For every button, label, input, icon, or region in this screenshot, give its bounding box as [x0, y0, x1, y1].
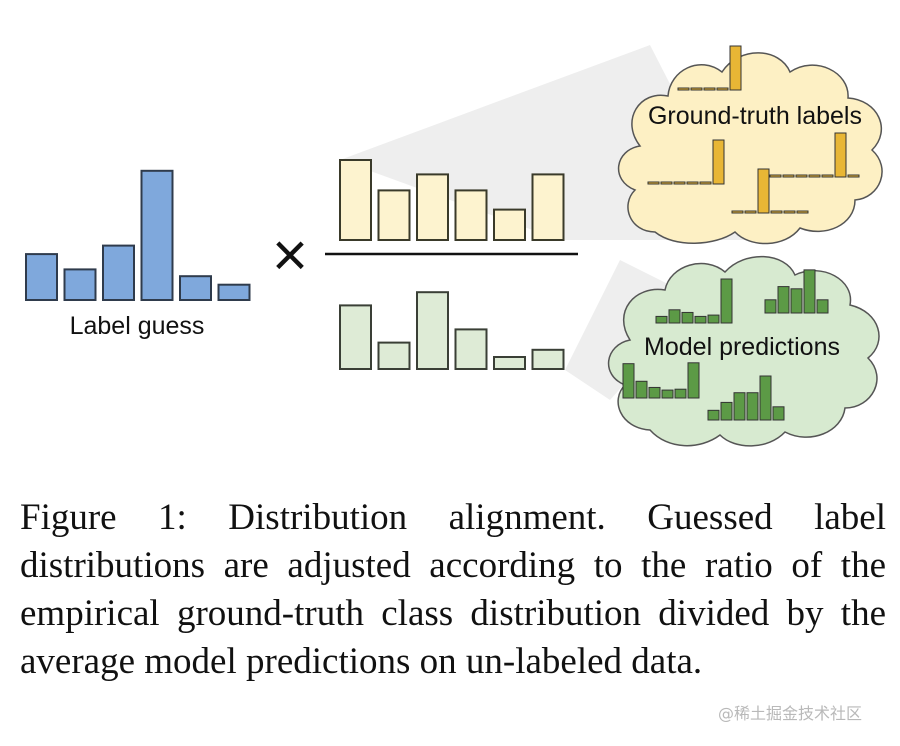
gt-sample-3-bar-4 [770, 210, 783, 214]
pred-sample-2-bar-5 [816, 299, 829, 314]
pred-sample-1-bar-4 [694, 315, 707, 324]
gt-sample-3-bar-3 [757, 168, 770, 214]
pred-sample-4-bar-5 [759, 375, 772, 421]
label-guess-bar-6 [217, 283, 251, 302]
gt-sample-4-bar-5 [821, 174, 834, 178]
pred-sample-2-bar-3 [790, 288, 803, 314]
gt-sample-1-bar-4 [716, 87, 729, 91]
gt-sample-3-bar-5 [783, 210, 796, 214]
pred-sample-2-bar-4 [803, 269, 816, 314]
figure-caption: Figure 1: Distribution alignment. Guesse… [20, 497, 886, 682]
gt-sample-1-bar-3 [703, 87, 716, 91]
gt-sample-4-bar-1 [769, 174, 782, 178]
pred-sample-4-bar-3 [733, 392, 746, 421]
pred-sample-3-bar-5 [674, 388, 687, 399]
numerator-bar-3 [416, 173, 449, 241]
denominator-bar-6 [531, 348, 565, 370]
label-guess-bar-5 [179, 275, 212, 302]
gt-sample-1-bar-5 [729, 45, 742, 91]
numerator-bar-5 [493, 208, 526, 242]
pred-sample-1-bar-2 [668, 309, 681, 324]
distribution-alignment-figure: Ground-truth labels Model predictions La… [25, 45, 883, 447]
gt-sample-1-bar-2 [690, 87, 703, 91]
gt-sample-1-bar-1 [677, 87, 690, 91]
gt-sample-3-bar-6 [796, 210, 809, 214]
model-predictions-cloud: Model predictions [608, 255, 880, 447]
pred-sample-4-bar-1 [707, 409, 720, 421]
ground-truth-label: Ground-truth labels [648, 102, 862, 130]
numerator-bar-2 [377, 189, 411, 241]
pred-sample-1-bar-5 [707, 314, 720, 324]
pred-sample-4-bar-2 [720, 401, 733, 421]
model-predictions-label: Model predictions [644, 333, 840, 361]
label-guess-bar-3 [102, 244, 135, 302]
numerator-bar-6 [531, 173, 565, 241]
ground-truth-cloud-shape [618, 52, 883, 245]
gt-sample-3-bar-1 [731, 210, 744, 214]
pred-sample-4-bar-4 [746, 392, 759, 421]
label-guess-bar-2 [63, 268, 97, 301]
pred-sample-2-bar-1 [764, 299, 777, 314]
gt-sample-2-bar-5 [699, 181, 712, 185]
pred-sample-3-bar-3 [648, 386, 661, 399]
numerator-bar-1 [339, 159, 372, 241]
label-guess-label: Label guess [70, 312, 205, 340]
pred-sample-4-bar-6 [772, 406, 785, 421]
denominator-chart [339, 291, 565, 371]
gt-sample-4-bar-4 [808, 174, 821, 178]
gt-sample-2-bar-4 [686, 181, 699, 185]
watermark-text: @稀土掘金技术社区 [718, 704, 863, 723]
pred-sample-1-bar-1 [655, 315, 668, 324]
pred-sample-3-bar-4 [661, 389, 674, 399]
numerator-bar-4 [454, 189, 488, 241]
pred-sample-3-bar-6 [687, 362, 700, 399]
label-guess-bar-4 [140, 169, 174, 301]
pred-sample-1-bar-6 [720, 278, 733, 324]
pred-sample-3-bar-1 [622, 363, 635, 399]
ground-truth-cloud: Ground-truth labels [618, 45, 883, 245]
gt-sample-3-bar-2 [744, 210, 757, 214]
multiply-sign: × [272, 221, 308, 290]
gt-sample-2-bar-1 [647, 181, 660, 185]
gt-sample-2-bar-3 [673, 181, 686, 185]
denominator-bar-5 [493, 356, 526, 370]
numerator-chart [339, 159, 565, 242]
label-guess-chart [25, 169, 251, 302]
pred-sample-2-bar-2 [777, 286, 790, 314]
gt-sample-4-bar-6 [834, 132, 847, 178]
gt-sample-2-bar-6 [712, 139, 725, 185]
gt-sample-4-bar-2 [782, 174, 795, 178]
gt-sample-4-bar-7 [847, 174, 860, 178]
label-guess-bar-1 [25, 253, 58, 302]
gt-sample-2-bar-2 [660, 181, 673, 185]
pred-sample-1-bar-3 [681, 311, 694, 324]
gt-sample-4-bar-3 [795, 174, 808, 178]
denominator-bar-2 [377, 341, 411, 371]
denominator-bar-1 [339, 304, 372, 370]
pred-sample-3-bar-2 [635, 380, 648, 399]
denominator-bar-3 [416, 291, 449, 371]
denominator-bar-4 [454, 328, 488, 370]
